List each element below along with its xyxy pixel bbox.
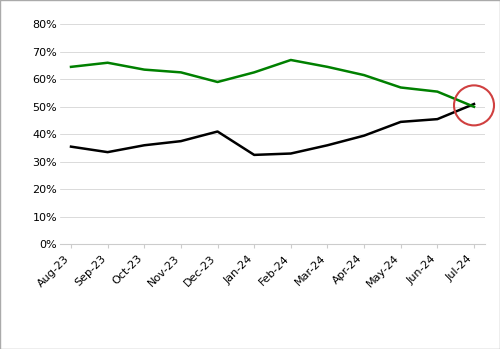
Gasoline Only Cars	[434, 90, 440, 94]
Electric Vehicles	[398, 120, 404, 124]
Electric Vehicles	[471, 102, 477, 106]
Electric Vehicles	[434, 117, 440, 121]
Gasoline Only Cars	[104, 61, 110, 65]
Electric Vehicles	[214, 129, 220, 134]
Electric Vehicles	[104, 150, 110, 154]
Gasoline Only Cars	[178, 70, 184, 74]
Gasoline Only Cars	[288, 58, 294, 62]
Line: Electric Vehicles: Electric Vehicles	[71, 104, 474, 155]
Line: Gasoline Only Cars: Gasoline Only Cars	[71, 60, 474, 107]
Gasoline Only Cars	[142, 67, 148, 72]
Gasoline Only Cars	[398, 86, 404, 90]
Electric Vehicles	[288, 151, 294, 156]
Electric Vehicles	[142, 143, 148, 147]
Electric Vehicles	[251, 153, 257, 157]
Gasoline Only Cars	[324, 65, 330, 69]
Gasoline Only Cars	[471, 105, 477, 109]
Gasoline Only Cars	[214, 80, 220, 84]
Electric Vehicles	[324, 143, 330, 147]
Electric Vehicles	[361, 134, 367, 138]
Electric Vehicles	[178, 139, 184, 143]
Electric Vehicles	[68, 144, 74, 149]
Gasoline Only Cars	[251, 70, 257, 74]
Gasoline Only Cars	[361, 73, 367, 77]
Gasoline Only Cars	[68, 65, 74, 69]
